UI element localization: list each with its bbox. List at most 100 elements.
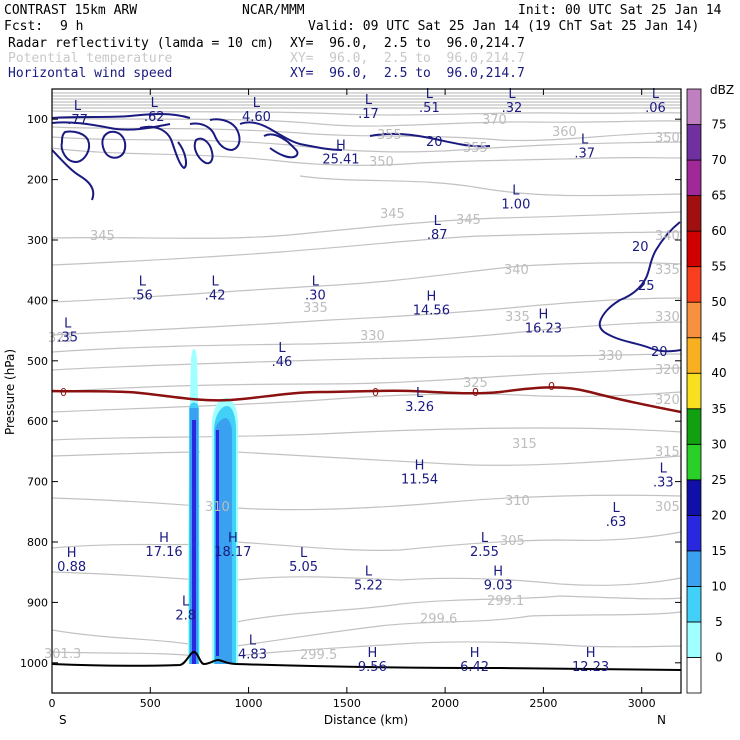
x-tick-label: 3000 [628, 697, 656, 710]
theta-label: 335 [505, 310, 530, 325]
colorbar-swatch [686, 124, 702, 161]
x-tick-label: 1000 [235, 697, 263, 710]
extremum-marker: L [365, 93, 373, 108]
extremum-value: 4.60 [242, 110, 271, 125]
chart-title: CONTRAST 15km ARW [4, 3, 138, 18]
colorbar-level-label: 10 [711, 579, 726, 593]
extremum-value: 9.56 [358, 660, 387, 675]
theta-label-layer: 370 360 355 355 350 350 345 345 345 340 340 335 335 3… [44, 113, 680, 663]
freezing-level-label: 0 [472, 386, 479, 399]
plot-frame [51, 88, 682, 694]
colorbar-level-label: 65 [711, 189, 726, 203]
extremum-marker: H [426, 289, 436, 304]
colorbar-swatch [686, 657, 702, 694]
freezing-level-line [52, 386, 681, 414]
extremum-value: 18.17 [214, 545, 251, 560]
extremum-marker: L [312, 274, 320, 289]
colorbar-swatch [686, 301, 702, 339]
field-name-theta: Potential temperature [8, 51, 173, 66]
valid-time: Valid: 09 UTC Sat 25 Jan 14 (19 ChT Sat … [308, 19, 700, 34]
colorbar-level-label: 70 [711, 153, 726, 167]
freezing-level-label: 0 [548, 380, 555, 393]
extremum-value: .33 [653, 476, 674, 491]
extremum-marker: L [481, 531, 489, 546]
extremum-marker: H [539, 308, 549, 323]
colorbar-level-label: 45 [711, 331, 726, 345]
colorbar-swatch [686, 550, 702, 587]
extremum-marker: L [151, 96, 159, 111]
extremum-value: 12.23 [572, 660, 609, 675]
colorbar-swatch [686, 266, 702, 303]
colorbar-swatch [686, 443, 702, 481]
wind-speed-label: 20 [632, 240, 649, 255]
fcst-label: Fcst: [4, 19, 44, 34]
theta-label: 345 [380, 207, 405, 222]
extremum-marker: L [253, 96, 261, 111]
extremum-value: .37 [574, 146, 595, 161]
freezing-level-label: 0 [60, 386, 67, 399]
extremum-marker: H [336, 138, 346, 153]
extremum-marker: L [139, 274, 147, 289]
y-tick-label: 600 [27, 415, 48, 428]
field-xy-theta: XY= 96.0, 2.5 to 96.0,214.7 [290, 51, 525, 66]
colorbar-level-label: 0 [715, 650, 723, 664]
x-axis-north: N [657, 713, 666, 727]
theta-label: 301.3 [44, 647, 81, 662]
colorbar-level-label: 60 [711, 224, 726, 238]
colorbar-level-label: 25 [711, 473, 726, 487]
colorbar-swatch [686, 159, 702, 196]
colorbar-swatch [686, 195, 702, 232]
extremum-marker: H [368, 646, 378, 661]
colorbar-level-label: 75 [711, 118, 726, 132]
theta-label: 355 [377, 128, 402, 143]
extremum-marker: L [182, 594, 190, 609]
extremum-marker: L [416, 386, 424, 401]
extremum-marker: H [415, 459, 425, 474]
extremum-value: 2.55 [470, 545, 499, 560]
colorbar-swatch [686, 586, 702, 623]
theta-label: 350 [655, 131, 680, 146]
theta-label: 345 [90, 229, 115, 244]
y-tick-label: 400 [27, 294, 48, 307]
extremum-value: 14.56 [413, 303, 450, 318]
extremum-value: .42 [205, 288, 226, 303]
theta-label: 335 [655, 263, 680, 278]
contour-label-layer: 20 20 25 20 0 0 0 0 [60, 135, 668, 399]
terrain-line [52, 650, 681, 671]
colorbar-level-label: 40 [711, 366, 726, 380]
extremum-marker: L [278, 341, 286, 356]
theta-label: 330 [360, 329, 385, 344]
extremum-marker: L [613, 501, 621, 516]
x-tick-label: 1500 [333, 697, 361, 710]
theta-label: 299.5 [300, 648, 337, 663]
colorbar-swatch [686, 88, 702, 125]
x-tick-label: 500 [140, 697, 161, 710]
freezing-level-label: 0 [372, 386, 379, 399]
x-tick-label: 2500 [529, 697, 557, 710]
y-tick-label: 500 [27, 355, 48, 368]
theta-label: 370 [482, 113, 507, 128]
wind-contours [52, 113, 681, 353]
extremum-value: .51 [419, 101, 440, 116]
y-tick-label: 300 [27, 234, 48, 247]
extremum-value: .87 [427, 228, 448, 243]
theta-label: 310 [505, 494, 530, 509]
extremum-marker: L [365, 564, 373, 579]
extremum-value: .06 [645, 101, 666, 116]
theta-label: 335 [303, 301, 328, 316]
x-tick-label: 2000 [431, 697, 459, 710]
extremum-marker: H [67, 546, 77, 561]
theta-label: 340 [504, 263, 529, 278]
y-tick-label: 700 [27, 476, 48, 489]
y-tick-label: 1000 [20, 657, 48, 670]
colorbar-unit: dBZ [710, 83, 734, 97]
colorbar-swatch [686, 514, 702, 552]
colorbar-swatch [686, 372, 702, 410]
y-tick-label: 900 [27, 596, 48, 609]
theta-label: 325 [48, 331, 73, 346]
extremum-value: .63 [606, 515, 627, 530]
field-xy-reflectivity: XY= 96.0, 2.5 to 96.0,214.7 [290, 36, 525, 51]
extremum-value: 25.41 [322, 152, 359, 167]
extremum-marker: L [434, 214, 442, 229]
extremum-value: 6.42 [460, 660, 489, 675]
